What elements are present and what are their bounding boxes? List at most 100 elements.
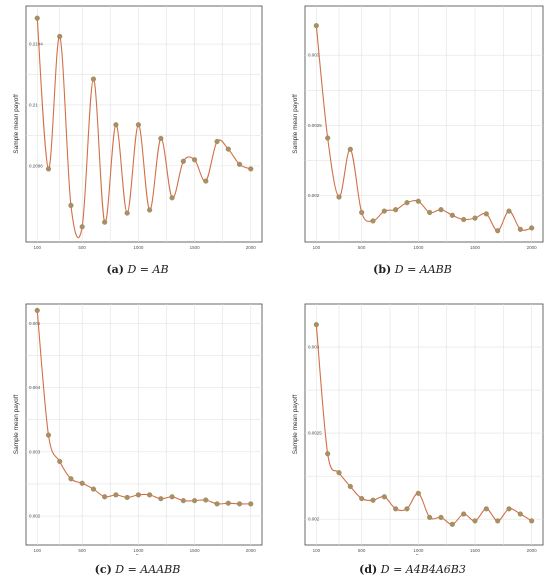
- data-point: [192, 498, 198, 504]
- data-point: [393, 207, 399, 213]
- data-point: [449, 212, 455, 218]
- data-point: [169, 195, 175, 201]
- x-axis-label: Coups: [135, 554, 155, 555]
- y-tick-label: 0.21: [29, 102, 38, 107]
- data-point: [427, 209, 433, 216]
- data-point: [381, 494, 387, 500]
- chart-panel-d: 100 500 1000 1500 2000 0.003 0.0025 0.002 Coups S…: [275, 290, 550, 555]
- chart-panel-a: 1005001000150020000.21040.210.2096CoupsS…: [0, 0, 275, 250]
- y-tick-label: 0.002: [308, 193, 320, 198]
- data-point: [225, 146, 231, 152]
- data-point: [45, 166, 52, 172]
- x-tick-label: 2000: [527, 548, 538, 553]
- data-point: [359, 209, 365, 216]
- data-point: [180, 498, 186, 504]
- data-point: [102, 494, 108, 500]
- data-point: [113, 122, 119, 128]
- x-tick-label: 1500: [190, 245, 201, 250]
- caption-b: (b) D = AABB: [275, 263, 550, 276]
- data-point: [472, 518, 478, 524]
- data-point: [336, 470, 342, 476]
- y-tick-label: 0.0025: [308, 431, 322, 436]
- caption-math-a: D = AB: [127, 263, 169, 276]
- data-point: [381, 208, 387, 214]
- data-point: [483, 211, 489, 217]
- data-point: [370, 218, 376, 224]
- data-point: [236, 161, 243, 167]
- y-axis-label: Sample mean payoff: [292, 395, 299, 455]
- data-point: [517, 226, 523, 232]
- data-point: [214, 501, 220, 507]
- x-tick-label: 2000: [246, 548, 257, 553]
- data-point: [34, 307, 40, 313]
- data-point: [313, 23, 319, 29]
- chart-svg-a: 1005001000150020000.21040.210.2096CoupsS…: [13, 5, 263, 250]
- data-point: [449, 521, 455, 527]
- data-point: [427, 514, 433, 521]
- plot-area: [25, 5, 263, 243]
- data-point: [169, 494, 175, 500]
- caption-d: (d) D = A4B4A6B3: [275, 563, 550, 576]
- data-point: [415, 198, 421, 204]
- y-tick-label: 0.005: [29, 321, 41, 326]
- caption-a: (a) D = AB: [0, 263, 275, 276]
- data-point: [325, 135, 331, 141]
- y-tick-label: 0.002: [308, 517, 320, 522]
- x-tick-label: 2000: [246, 245, 257, 250]
- x-tick-label: 2000: [527, 245, 538, 250]
- data-point: [135, 492, 141, 498]
- data-point: [483, 506, 489, 512]
- data-point: [359, 495, 365, 502]
- y-axis-label: Sample mean payoff: [13, 94, 20, 154]
- data-point: [225, 500, 231, 506]
- data-point: [113, 492, 119, 498]
- x-axis-label: Coups: [415, 554, 435, 555]
- data-point: [313, 322, 319, 328]
- data-point: [158, 496, 164, 502]
- data-point: [336, 194, 342, 200]
- data-point: [34, 15, 40, 21]
- x-tick-label: 100: [313, 548, 321, 553]
- chart-panel-c: 100 500 1000 1500 2000 0.005 0.004 0.003 0.002 Co…: [0, 290, 275, 555]
- x-tick-label: 100: [313, 245, 321, 250]
- data-point: [68, 476, 74, 482]
- data-point: [248, 501, 254, 507]
- data-point: [415, 490, 421, 496]
- data-point: [57, 458, 63, 465]
- y-tick-label: 0.004: [29, 385, 41, 390]
- caption-label-c: (c): [94, 563, 112, 576]
- data-point: [57, 33, 63, 40]
- data-point: [180, 158, 186, 164]
- caption-c: (c) D = AAABB: [0, 563, 275, 576]
- y-tick-label: 0.2104: [29, 42, 43, 47]
- data-point: [347, 146, 353, 152]
- x-tick-label: 500: [358, 548, 366, 553]
- x-tick-label: 100: [33, 548, 41, 553]
- data-point: [506, 506, 512, 512]
- data-point: [147, 492, 153, 498]
- chart-svg-b: 1005001000150020000.0030.00250.002CoupsS…: [292, 5, 544, 250]
- data-point: [236, 501, 243, 507]
- data-point: [90, 486, 96, 492]
- x-tick-label: 500: [358, 245, 366, 250]
- y-tick-label: 0.003: [308, 345, 320, 350]
- data-point: [506, 208, 512, 214]
- x-tick-label: 1000: [413, 548, 424, 553]
- x-tick-label: 1000: [133, 548, 144, 553]
- data-point: [214, 138, 220, 145]
- x-tick-label: 1000: [133, 245, 144, 250]
- chart-svg-c: 100 500 1000 1500 2000 0.005 0.004 0.003 0.002 Co…: [13, 303, 263, 555]
- data-point: [347, 483, 353, 490]
- y-tick-label: 0.0025: [308, 123, 322, 128]
- caption-label-d: (d): [359, 563, 378, 576]
- caption-label-b: (b): [373, 263, 392, 276]
- data-point: [517, 511, 523, 517]
- plot-area: [25, 303, 263, 546]
- x-tick-label: 500: [78, 548, 86, 553]
- data-point: [203, 178, 209, 184]
- data-point: [404, 506, 410, 512]
- data-point: [461, 511, 467, 517]
- data-point: [102, 219, 108, 225]
- caption-math-c: D = AAABB: [115, 563, 181, 576]
- x-tick-label: 100: [33, 245, 41, 250]
